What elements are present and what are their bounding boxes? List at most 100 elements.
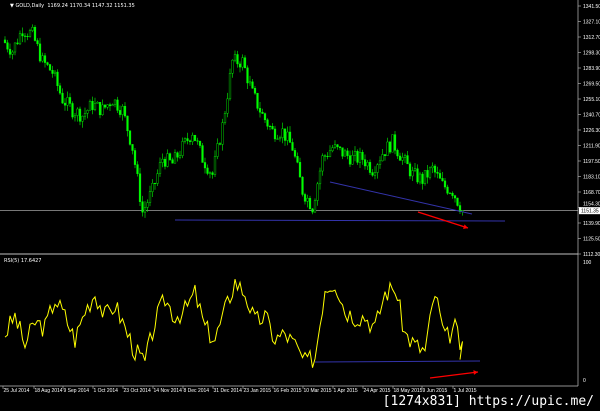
x-tick-label: 10 Mar 2015 [304,388,332,394]
y-tick-label: 1269.50 [583,82,600,88]
candle-body [101,104,104,116]
candle-body [138,173,142,202]
candle-body [418,173,422,183]
y-tick-label: 1112.30 [583,252,600,258]
candle-body [231,59,234,74]
x-tick-label: 16 Feb 2015 [274,388,302,394]
candle-body [18,33,22,45]
candle-body [176,152,179,158]
candle-body [3,39,7,43]
y-tick-label: 1312.70 [583,35,600,41]
candle-body [36,40,39,45]
candle-body [421,173,424,184]
candle-body [328,150,332,157]
x-tick-label: 14 Nov 2014 [154,388,183,394]
candle-body [21,33,24,37]
candle-body [363,159,367,167]
candle-body [453,195,457,199]
candle-body [128,130,132,145]
candle-body [456,197,459,206]
candle-body [311,208,314,213]
y-tick-label: 1283.90 [583,66,600,72]
candle-body [118,110,122,115]
candle-body [291,142,294,151]
candle-body [448,192,452,194]
candle-body [98,101,102,116]
candle-body [438,173,442,179]
candle-body [441,178,444,182]
candle-body [156,173,159,184]
candle-body [123,106,127,117]
candle-body [33,27,37,41]
y-tick-label: 1139.90 [583,221,600,227]
y-tick-label: 1168.70 [583,190,600,196]
candle-body [433,165,437,173]
candle-body [166,153,169,167]
candle-body [111,104,114,107]
candle-body [8,48,12,55]
rsi-label: RSI(5) [4,258,20,264]
candle-body [108,104,112,107]
candle-body [346,150,349,156]
candle-body [153,183,157,185]
candle-body [91,101,94,110]
x-tick-label: 1 Oct 2014 [94,388,119,394]
candle-body [286,131,289,141]
candle-body [183,138,187,142]
candle-body [38,43,42,62]
x-tick-label: 31 Dec 2014 [214,388,243,394]
candle-body [413,168,417,171]
y-tick-label: 1255.10 [583,97,600,103]
y-tick-label: 1226.30 [583,128,600,134]
candle-body [228,73,232,100]
candle-body [451,192,454,196]
candle-body [78,108,82,122]
rsi-tick-label: 0 [583,378,586,384]
candle-body [381,154,384,162]
candle-body [361,151,364,160]
candle-body [288,131,292,143]
candle-body [318,170,322,185]
candle-body [428,167,432,178]
candle-body [193,134,197,141]
rsi-up-arrow-head [473,370,478,375]
candle-body [251,81,254,89]
candle-body [178,155,182,158]
candle-body [133,150,137,165]
candle-body [411,170,414,177]
candle-body [141,201,144,213]
symbol-label: GOLD,Daily [15,3,45,9]
candle-body [213,156,217,175]
rsi-tick-label: 100 [583,260,592,266]
candle-body [146,202,149,208]
candle-body [88,101,92,111]
candle-body [181,141,184,156]
y-tick-label: 1154.30 [583,202,600,208]
ohlc-values: 1169.24 1170.34 1147.32 1151.35 [47,3,135,9]
candle-body [338,146,342,148]
y-tick-label: 1327.10 [583,20,600,26]
candle-body [398,155,402,161]
candle-body [158,162,162,174]
y-tick-label: 1240.70 [583,113,600,119]
x-tick-label: 25 Jul 2014 [4,388,30,394]
candle-body [238,63,242,68]
candle-body [326,155,329,157]
price-down-arrow-head [463,224,468,229]
current-price-label: 1151.35 [581,209,599,215]
candle-body [61,92,64,104]
x-tick-label: 18 May 2015 [394,388,423,394]
candle-body [93,103,97,110]
candle-body [261,111,264,114]
candle-body [126,115,129,132]
candle-body [203,162,207,169]
candle-body [343,150,347,157]
candle-body [313,200,317,213]
support-trendline [174,219,506,222]
candle-body [258,108,262,113]
candle-body [56,71,59,86]
candle-body [171,159,174,164]
current-price-tag [579,207,600,215]
candle-body [376,164,379,173]
